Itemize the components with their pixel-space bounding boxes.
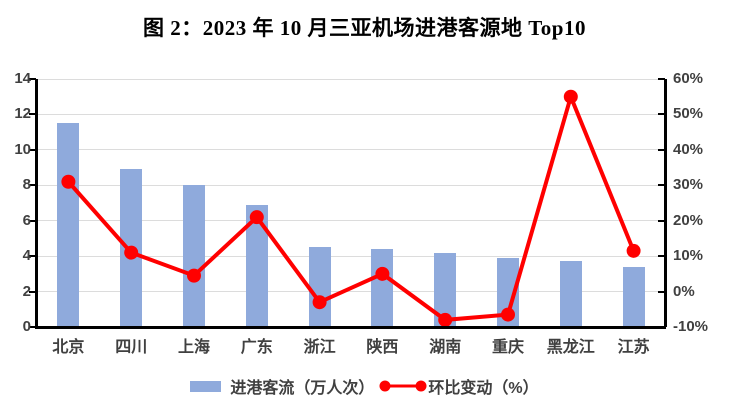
legend: 进港客流（万人次） 环比变动（%）: [0, 374, 729, 398]
bar: [57, 123, 80, 327]
left-axis-tick-mark: [29, 148, 36, 151]
x-axis-label: 北京: [52, 339, 85, 356]
left-axis-tick-label: 10: [14, 140, 31, 158]
right-axis-tick-mark: [658, 184, 665, 187]
chart-title: 图 2：2023 年 10 月三亚机场进港客源地 Top10: [142, 16, 586, 40]
left-axis-tick-mark: [29, 290, 36, 293]
right-axis-tick-label: 60%: [673, 70, 704, 87]
bottom-axis-line: [35, 326, 666, 329]
left-axis-tick-label: 6: [22, 211, 31, 229]
bar: [434, 252, 457, 327]
legend-item-line: 环比变动（%）: [378, 374, 539, 398]
left-axis-tick-label: 8: [22, 176, 31, 194]
right-axis-tick-label: 30%: [673, 176, 704, 194]
bar-series-swatch: [190, 380, 222, 392]
x-axis-label: 重庆: [491, 339, 524, 356]
right-axis-tick-label: 40%: [673, 140, 704, 158]
right-axis-tick-label: 50%: [673, 105, 704, 123]
left-axis-tick-mark: [29, 78, 36, 80]
gridline: [37, 149, 665, 151]
left-axis-tick-mark: [29, 219, 36, 222]
left-axis-tick-label: 4: [22, 247, 31, 265]
right-axis-tick-mark: [658, 326, 665, 328]
bar-series-label: 进港客流（万人次）: [230, 380, 375, 397]
x-axis-label: 广东: [240, 339, 273, 356]
left-axis-tick-label: 12: [14, 105, 31, 123]
legend-item-bar: 进港客流（万人次）: [190, 374, 374, 398]
left-axis-tick-mark: [29, 326, 36, 328]
left-axis-tick-label: 14: [14, 70, 31, 87]
left-axis-tick-label: 2: [22, 282, 31, 300]
right-axis-tick-label: 20%: [673, 211, 704, 229]
bar: [183, 185, 205, 327]
x-axis-label: 四川: [115, 339, 148, 356]
x-axis-label: 湖南: [429, 339, 462, 356]
right-axis-tick-label: 10%: [673, 247, 704, 265]
line-series-label: 环比变动（%）: [428, 380, 539, 397]
left-axis-line: [35, 79, 38, 327]
right-axis-line: [664, 79, 667, 327]
right-axis-tick-mark: [658, 113, 665, 116]
right-axis-tick-label: 0%: [673, 282, 695, 300]
bar: [559, 261, 582, 327]
line-series-symbol: [379, 380, 427, 392]
left-axis-tick-mark: [29, 184, 36, 187]
right-axis-tick-mark: [658, 255, 665, 258]
right-axis-tick-mark: [658, 219, 665, 222]
bar: [497, 257, 519, 327]
x-axis-label: 陕西: [366, 339, 399, 356]
bar: [371, 249, 394, 327]
plot-area: [37, 78, 665, 327]
gridline: [37, 78, 665, 80]
left-axis-tick-mark: [29, 255, 36, 258]
right-axis-tick-mark: [658, 290, 665, 293]
right-axis-tick-label: -10%: [673, 318, 709, 335]
x-axis-label: 浙江: [303, 339, 336, 356]
gridline: [37, 113, 665, 115]
x-axis-label: 江苏: [617, 339, 650, 356]
right-axis-tick-mark: [658, 148, 665, 151]
right-axis-tick-mark: [658, 78, 665, 80]
left-axis-tick-mark: [29, 113, 36, 116]
bar: [245, 204, 268, 327]
x-axis-label: 黑龙江: [546, 339, 595, 356]
bar: [622, 266, 645, 327]
x-axis-label: 上海: [177, 339, 210, 356]
left-axis-tick-label: 0: [22, 318, 31, 335]
bar: [308, 247, 331, 327]
bar: [120, 169, 143, 327]
